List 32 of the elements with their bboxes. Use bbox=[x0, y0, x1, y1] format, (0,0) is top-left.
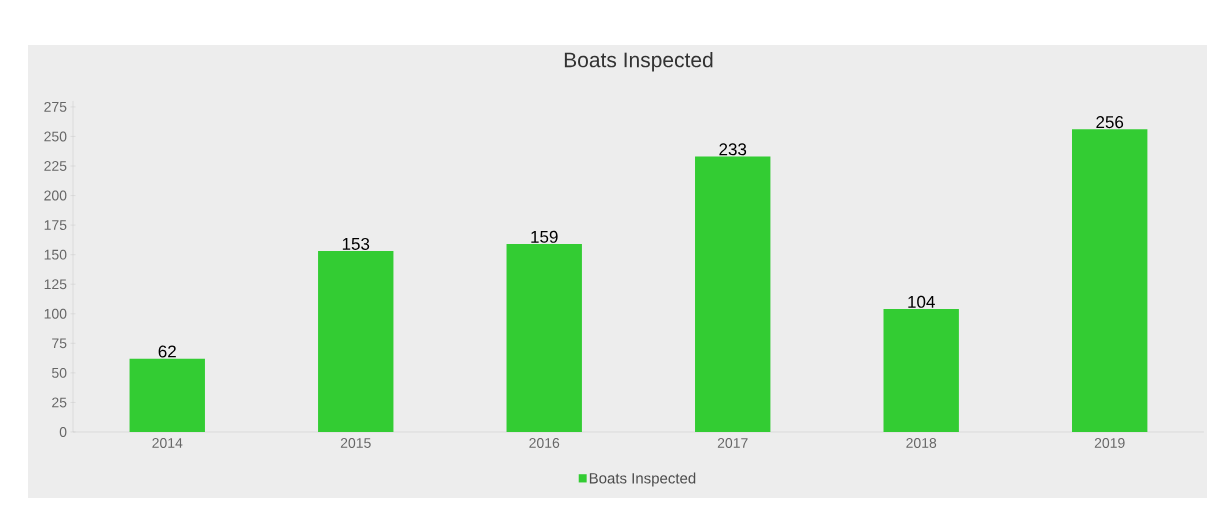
y-tick-label: 25 bbox=[52, 397, 67, 408]
bar bbox=[883, 309, 959, 432]
x-tick-label: 2018 bbox=[906, 438, 937, 448]
y-tick-label: 100 bbox=[44, 308, 67, 319]
y-tick-label: 275 bbox=[44, 101, 67, 112]
x-tick-label: 2017 bbox=[717, 438, 748, 448]
chart-title: Boats Inspected bbox=[564, 51, 713, 72]
y-tick-label: 175 bbox=[44, 220, 67, 230]
legend-label: Boats Inspected bbox=[589, 472, 696, 487]
data-label: 153 bbox=[342, 237, 370, 250]
data-label: 159 bbox=[531, 230, 558, 243]
x-tick-label: 2014 bbox=[152, 438, 183, 448]
x-tick-label: 2015 bbox=[340, 438, 371, 448]
y-tick-label: 150 bbox=[44, 249, 67, 260]
y-tick-label: 125 bbox=[44, 279, 67, 290]
x-tick-label: 2016 bbox=[529, 438, 560, 448]
bar bbox=[129, 358, 205, 432]
y-tick-label: 200 bbox=[44, 190, 67, 201]
x-tick-label: 2019 bbox=[1094, 438, 1125, 448]
data-label: 62 bbox=[158, 345, 176, 358]
bar bbox=[695, 156, 771, 432]
data-label: 233 bbox=[719, 143, 747, 156]
y-tick-label: 0 bbox=[59, 427, 67, 437]
y-tick-label: 75 bbox=[52, 338, 67, 349]
data-label: 104 bbox=[908, 295, 935, 308]
bar bbox=[318, 251, 394, 432]
y-tick-label: 250 bbox=[44, 131, 67, 142]
data-label: 256 bbox=[1096, 116, 1124, 129]
y-tick-label: 225 bbox=[44, 161, 67, 171]
bar bbox=[506, 244, 582, 432]
bar bbox=[1072, 129, 1148, 432]
y-tick-label: 50 bbox=[51, 367, 67, 378]
